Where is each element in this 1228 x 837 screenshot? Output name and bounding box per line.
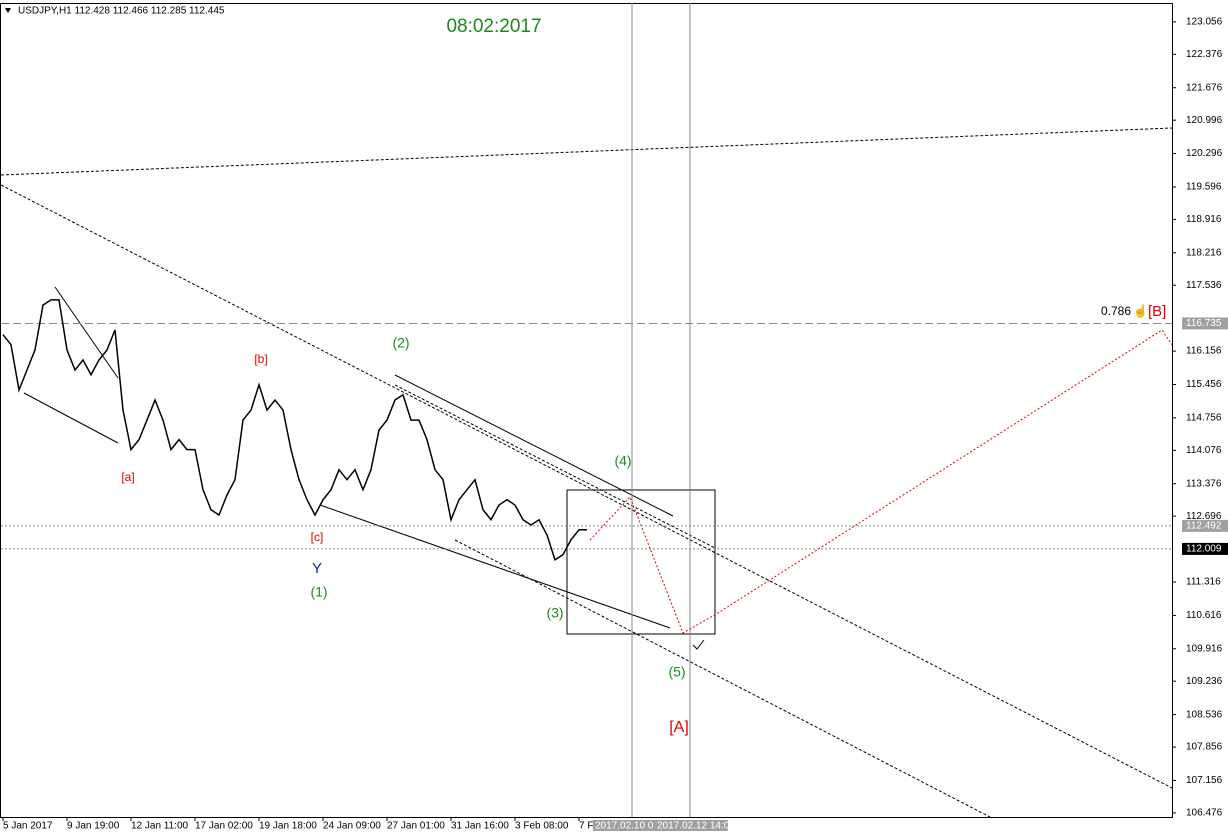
x-tick-label: 3 Feb 08:00 bbox=[515, 821, 569, 832]
price-label-box bbox=[1182, 542, 1228, 555]
x-tick-label: 5 Jan 2017 bbox=[3, 821, 53, 832]
projection bbox=[589, 329, 1173, 634]
trendline bbox=[454, 539, 991, 818]
y-tick-label: 118.216 bbox=[1186, 247, 1222, 258]
fib-icon: ☝ bbox=[1133, 303, 1148, 318]
y-tick-label: 115.456 bbox=[1186, 379, 1222, 390]
vline-label-box bbox=[655, 820, 728, 831]
fib-wave: [B] bbox=[1148, 303, 1166, 320]
y-tick-label: 106.476 bbox=[1186, 808, 1223, 819]
y-tick-label: 112.696 bbox=[1186, 511, 1222, 522]
y-tick-label: 107.156 bbox=[1186, 775, 1223, 786]
y-tick-label: 123.056 bbox=[1186, 17, 1223, 28]
x-tick-label: 27 Jan 01:00 bbox=[387, 821, 445, 832]
trendline bbox=[0, 127, 1173, 176]
y-tick-label: 114.076 bbox=[1186, 445, 1222, 456]
wave-label: [c] bbox=[311, 530, 324, 544]
x-tick-label: 12 Jan 11:00 bbox=[131, 821, 189, 832]
trendlines bbox=[0, 3, 1173, 818]
wave-label: (2) bbox=[392, 335, 409, 351]
y-tick-label: 113.376 bbox=[1186, 478, 1222, 489]
check-mark bbox=[692, 639, 705, 650]
header: USDJPY,H1 112.428 112.466 112.285 112.44… bbox=[18, 6, 225, 17]
y-tick-label: 111.316 bbox=[1186, 577, 1221, 588]
wave-label: (4) bbox=[614, 453, 631, 469]
price-label: 116.735 bbox=[1186, 318, 1222, 329]
y-tick-label: 117.536 bbox=[1186, 280, 1222, 291]
x-tick-label: 31 Jan 16:00 bbox=[451, 821, 509, 832]
y-tick-label: 121.676 bbox=[1186, 82, 1223, 93]
price-label-box bbox=[1182, 519, 1228, 532]
wave-label: Y bbox=[312, 560, 322, 577]
y-tick-label: 110.616 bbox=[1186, 610, 1222, 621]
x-tick-label: 9 Jan 19:00 bbox=[67, 821, 120, 832]
plot-frame bbox=[0, 3, 1173, 818]
y-tick-label: 114.756 bbox=[1186, 413, 1222, 424]
x-tick-label: 17 Jan 02:00 bbox=[195, 821, 253, 832]
wave-label: [A] bbox=[669, 719, 689, 736]
vline-label: 2017.02.10 0 bbox=[595, 821, 654, 832]
y-tick-label: 119.596 bbox=[1186, 182, 1222, 193]
wave-label: (1) bbox=[310, 584, 327, 600]
y-tick-label: 108.536 bbox=[1186, 709, 1223, 720]
y-tick-label: 118.916 bbox=[1186, 214, 1222, 225]
wave-label: (3) bbox=[546, 605, 563, 621]
x-tick-label: 24 Jan 09:00 bbox=[323, 821, 381, 832]
wave-label: [b] bbox=[254, 352, 267, 366]
trendline bbox=[394, 374, 674, 517]
price-label-box bbox=[1182, 317, 1228, 330]
vline-label: 2017.02.12 14:00 bbox=[657, 821, 735, 832]
price-line bbox=[2, 299, 587, 562]
price-label: 112.492 bbox=[1186, 521, 1222, 532]
x-tick-label: 19 Jan 18:00 bbox=[259, 821, 317, 832]
y-tick-label: 120.296 bbox=[1186, 148, 1223, 159]
trendline bbox=[0, 184, 1173, 789]
x-tick-label: 7 F bbox=[579, 821, 593, 832]
header-arrow bbox=[5, 8, 11, 13]
trendline bbox=[54, 286, 119, 379]
y-tick-label: 120.996 bbox=[1186, 115, 1223, 126]
y-tick-label: 116.156 bbox=[1186, 346, 1222, 357]
y-tick-label: 122.376 bbox=[1186, 49, 1223, 60]
chart-title: 08:02:2017 bbox=[446, 16, 541, 37]
y-tick-label: 107.856 bbox=[1186, 742, 1223, 753]
trendline bbox=[23, 392, 119, 444]
y-tick-label: 109.236 bbox=[1186, 676, 1223, 687]
target-box bbox=[566, 489, 716, 635]
price-label: 112.009 bbox=[1186, 544, 1222, 555]
wave-label: (5) bbox=[668, 664, 685, 680]
wave-label: [a] bbox=[121, 470, 134, 484]
vline-label-box bbox=[593, 820, 655, 831]
fib-label: 0.786 bbox=[1101, 304, 1131, 318]
y-tick-label: 109.916 bbox=[1186, 643, 1223, 654]
